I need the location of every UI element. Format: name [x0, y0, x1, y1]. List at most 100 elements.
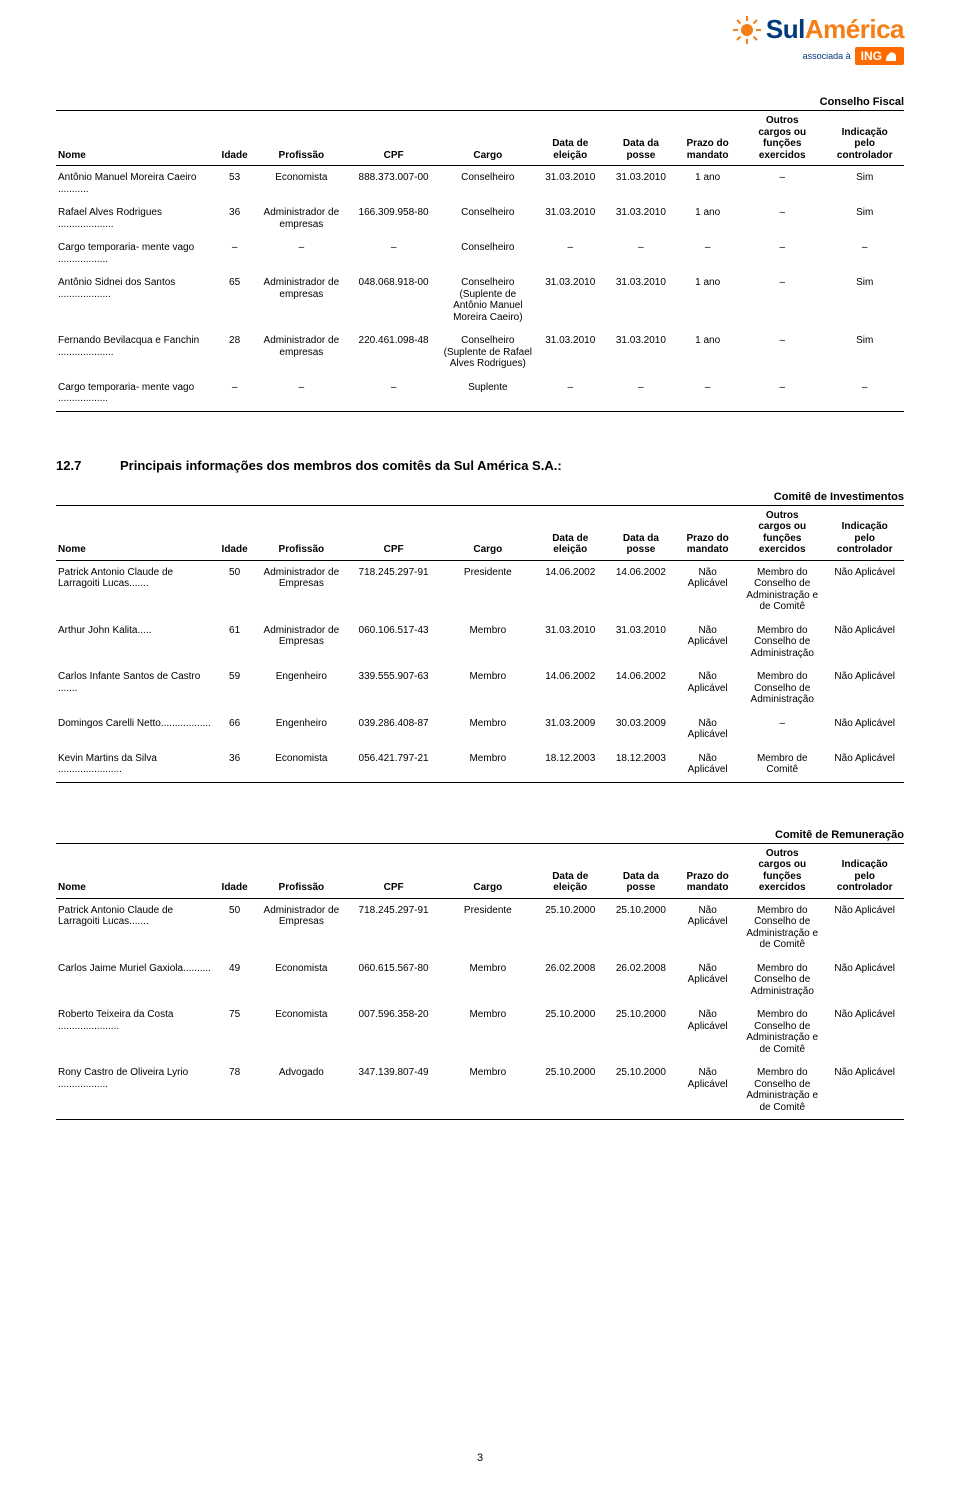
table-cell: 718.245.297-91 — [346, 898, 440, 957]
table-cell: Antônio Sidnei dos Santos...............… — [56, 271, 213, 329]
table-title: Comitê de Investimentos — [56, 491, 904, 506]
table-head: Nome Idade Profissão CPF Cargo Data deel… — [56, 508, 904, 561]
table-cell: 31.03.2010 — [535, 166, 606, 202]
table-cell: Patrick Antonio Claude de Larragoiti Luc… — [56, 898, 213, 957]
table-cell: Não Aplicável — [825, 1003, 904, 1061]
table-cell: Administrador de Empresas — [256, 898, 346, 957]
table-conselho-fiscal: Conselho Fiscal Nome Idade Profissão CPF… — [56, 96, 904, 412]
table-cell: Economista — [256, 1003, 346, 1061]
table-cell: 339.555.907-63 — [346, 665, 440, 712]
table-cell: Administrador de empresas — [256, 201, 346, 236]
table-comite-remuneracao: Comitê de Remuneração Nome Idade Profiss… — [56, 829, 904, 1121]
table-cell: Administrador de empresas — [256, 271, 346, 329]
table-cell: 1 ano — [676, 201, 739, 236]
table-cell: 25.10.2000 — [535, 1003, 606, 1061]
table-cell: 25.10.2000 — [606, 1003, 677, 1061]
table-cell: – — [213, 236, 256, 271]
table-cell: Conselheiro — [441, 201, 535, 236]
table-cell: Não Aplicável — [825, 1061, 904, 1120]
table-cell: 007.596.358-20 — [346, 1003, 440, 1061]
th-ind: Indicaçãopelocontrolador — [825, 113, 904, 166]
table-cell: 61 — [213, 619, 256, 666]
table-cell: – — [346, 376, 440, 412]
table-cell: Não Aplicável — [676, 747, 739, 783]
table-cell: 220.461.098-48 — [346, 329, 440, 376]
table-cell: Rafael Alves Rodrigues..................… — [56, 201, 213, 236]
table-cell: Sim — [825, 271, 904, 329]
table-cell: 039.286.408-87 — [346, 712, 440, 747]
table-cell: 31.03.2010 — [606, 619, 677, 666]
table-cell: Kevin Martins da Silva..................… — [56, 747, 213, 783]
table-cell: 18.12.2003 — [535, 747, 606, 783]
sun-icon — [732, 15, 762, 45]
table-cell: Não Aplicável — [676, 560, 739, 619]
table-cell: 25.10.2000 — [606, 1061, 677, 1120]
th-d1: Data deeleição — [535, 113, 606, 166]
table-cell: – — [739, 201, 825, 236]
table-row: Rony Castro de Oliveira Lyrio...........… — [56, 1061, 904, 1120]
table-cell: Não Aplicável — [676, 619, 739, 666]
ing-text: ING — [861, 49, 882, 63]
th-d1: Data deeleição — [535, 508, 606, 561]
table-cell: Conselheiro — [441, 166, 535, 202]
table-cell: 78 — [213, 1061, 256, 1120]
table-cell: Patrick Antonio Claude de Larragoiti Luc… — [56, 560, 213, 619]
table-cell: – — [256, 236, 346, 271]
th-prof: Profissão — [256, 846, 346, 899]
logo-text: SulAmérica — [766, 14, 904, 45]
table-cell: 056.421.797-21 — [346, 747, 440, 783]
table-cell: Não Aplicável — [825, 747, 904, 783]
table-cell: 28 — [213, 329, 256, 376]
table-cell: 31.03.2010 — [535, 201, 606, 236]
table-cell: – — [739, 271, 825, 329]
table-cell: 14.06.2002 — [535, 665, 606, 712]
table-cell: Presidente — [441, 560, 535, 619]
data-table: Nome Idade Profissão CPF Cargo Data deel… — [56, 846, 904, 1121]
table-cell: 166.309.958-80 — [346, 201, 440, 236]
table-cell: – — [739, 712, 825, 747]
table-row: Antônio Manuel Moreira Caeiro...........… — [56, 166, 904, 202]
th-ind: Indicaçãopelocontrolador — [825, 846, 904, 899]
table-head: Nome Idade Profissão CPF Cargo Data deel… — [56, 846, 904, 899]
table-cell: – — [676, 236, 739, 271]
table-head: Nome Idade Profissão CPF Cargo Data deel… — [56, 113, 904, 166]
ing-badge: ING — [855, 47, 904, 65]
th-cpf: CPF — [346, 113, 440, 166]
table-cell: Antônio Manuel Moreira Caeiro........... — [56, 166, 213, 202]
table-body: Patrick Antonio Claude de Larragoiti Luc… — [56, 560, 904, 782]
table-cell: – — [213, 376, 256, 412]
table-cell: Sim — [825, 329, 904, 376]
table-cell: 30.03.2009 — [606, 712, 677, 747]
table-cell: 347.139.807-49 — [346, 1061, 440, 1120]
assoc-text: associada à — [803, 51, 851, 61]
table-cell: 25.10.2000 — [535, 898, 606, 957]
table-cell: Membro do Conselho de Administração e de… — [739, 560, 825, 619]
table-cell: Cargo temporaria- mente vago............… — [56, 376, 213, 412]
th-prof: Profissão — [256, 113, 346, 166]
logo-main: SulAmérica — [732, 14, 904, 45]
logo-sul: Sul — [766, 14, 805, 44]
th-nome: Nome — [56, 508, 213, 561]
table-row: Patrick Antonio Claude de Larragoiti Luc… — [56, 560, 904, 619]
table-cell: 75 — [213, 1003, 256, 1061]
table-row: Arthur John Kalita.....61Administrador d… — [56, 619, 904, 666]
table-cell: – — [676, 376, 739, 412]
table-cell: Membro — [441, 747, 535, 783]
table-cell: 31.03.2010 — [535, 619, 606, 666]
table-cell: Economista — [256, 166, 346, 202]
table-cell: 18.12.2003 — [606, 747, 677, 783]
table-cell: Não Aplicável — [676, 898, 739, 957]
table-cell: Rony Castro de Oliveira Lyrio...........… — [56, 1061, 213, 1120]
table-cell: Membro do Conselho de Administração — [739, 619, 825, 666]
table-cell: Não Aplicável — [825, 712, 904, 747]
table-cell: Conselheiro (Suplente de Rafael Alves Ro… — [441, 329, 535, 376]
data-table: Nome Idade Profissão CPF Cargo Data deel… — [56, 508, 904, 783]
table-cell: 31.03.2009 — [535, 712, 606, 747]
table-cell: 66 — [213, 712, 256, 747]
table-cell: – — [535, 376, 606, 412]
table-cell: 25.10.2000 — [535, 1061, 606, 1120]
table-cell: – — [739, 236, 825, 271]
table-cell: Membro — [441, 1061, 535, 1120]
page-number: 3 — [0, 1452, 960, 1464]
section-title: Principais informações dos membros dos c… — [120, 458, 562, 473]
